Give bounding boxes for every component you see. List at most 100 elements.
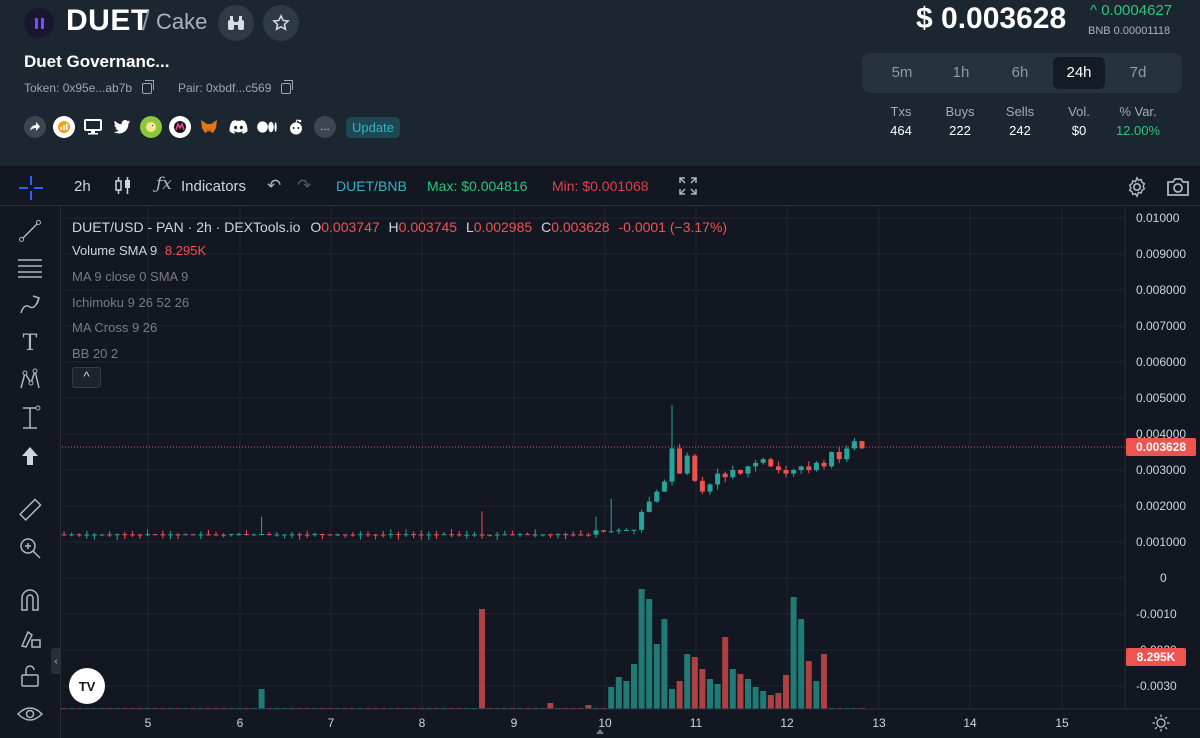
price-tick-label: 0.001000: [1136, 535, 1186, 549]
settings-icon[interactable]: [1126, 176, 1148, 203]
candle-body: [494, 534, 500, 536]
quote-symbol: Cake: [156, 9, 208, 34]
candle-body: [525, 534, 531, 536]
coinmarketcap-icon[interactable]: [169, 116, 191, 138]
indicators-button[interactable]: Indicators: [181, 178, 247, 195]
chart-grid: [62, 207, 1125, 709]
price-tick-label: 0.005000: [1136, 391, 1186, 405]
time-tick-label: 13: [872, 716, 886, 730]
price-tick-label: 0.006000: [1136, 355, 1186, 369]
tradingview-logo[interactable]: TV: [69, 668, 105, 704]
candle-type-icon[interactable]: [114, 176, 132, 201]
eye-icon[interactable]: [16, 700, 44, 728]
website-icon[interactable]: [82, 116, 104, 138]
volume-bar: [638, 589, 645, 709]
medium-icon[interactable]: [256, 116, 278, 138]
pair-toggle[interactable]: DUET/BNB: [336, 178, 407, 194]
redo-icon[interactable]: ↷: [297, 176, 312, 195]
candle-body: [509, 534, 515, 536]
candle-body: [198, 534, 204, 536]
volume-bar: [707, 679, 713, 709]
lock-drawings-icon[interactable]: [16, 624, 44, 652]
interval-button[interactable]: 2h: [74, 178, 91, 195]
candle-body: [783, 470, 789, 474]
volume-bar: [615, 677, 622, 709]
candle-body: [722, 473, 728, 478]
study-bb[interactable]: BB 20 2: [72, 346, 119, 361]
volume-series: [61, 589, 865, 709]
timeframe-5m[interactable]: 5m: [891, 64, 913, 81]
volume-bar: [745, 679, 751, 709]
coingecko-icon[interactable]: [140, 116, 162, 138]
legend-collapse-button[interactable]: ^: [72, 367, 101, 388]
undo-icon[interactable]: ↶: [267, 176, 282, 195]
study-ma[interactable]: MA 9 close 0 SMA 9: [72, 269, 189, 284]
magnet-icon[interactable]: [16, 586, 44, 614]
reddit-icon[interactable]: [285, 116, 307, 138]
indicators-icon[interactable]: ƒx: [156, 174, 172, 194]
time-tick-label: 8: [419, 716, 426, 730]
more-links-button[interactable]: ...: [314, 116, 336, 138]
volume-tick-label: -0.0010: [1136, 607, 1177, 621]
study-ma-cross[interactable]: MA Cross 9 26: [72, 320, 158, 335]
volume-bar: [258, 689, 265, 709]
twitter-icon[interactable]: [111, 116, 133, 138]
crosshair-icon[interactable]: [18, 175, 44, 206]
price-tick-label: 0.01000: [1136, 211, 1180, 225]
camera-icon[interactable]: [1166, 176, 1190, 203]
volume-bar: [646, 599, 653, 709]
candle-body: [707, 484, 713, 492]
candle-body: [266, 534, 272, 536]
timeframe-6h[interactable]: 6h: [1011, 64, 1029, 81]
candle-body: [623, 530, 629, 532]
collapse-toolbar-button[interactable]: ‹: [51, 648, 61, 674]
copy-pair-icon[interactable]: [281, 79, 294, 94]
chart-icon[interactable]: [53, 116, 75, 138]
study-ichimoku[interactable]: Ichimoku 9 26 52 26: [72, 295, 190, 310]
pattern-icon[interactable]: [16, 366, 44, 394]
time-axis: 5 6 7 8 9 10 11 12 13 14 15: [0, 708, 1200, 738]
volume-bar: [669, 689, 675, 709]
candle-body: [578, 534, 584, 536]
discord-icon[interactable]: [227, 116, 249, 138]
fullscreen-icon[interactable]: [678, 176, 698, 201]
binoculars-icon: [228, 16, 244, 30]
timeframe-24h[interactable]: 24h: [1053, 57, 1105, 89]
binoculars-button[interactable]: [218, 5, 254, 41]
unlock-icon[interactable]: [16, 662, 44, 690]
volume-value: 8.295K: [164, 243, 207, 258]
measure-icon[interactable]: [16, 404, 44, 432]
share-icon[interactable]: [24, 116, 46, 138]
copy-token-icon[interactable]: [142, 79, 155, 94]
current-volume-tag: [1126, 648, 1186, 666]
zoom-in-icon[interactable]: [16, 534, 44, 562]
candle-body: [639, 511, 645, 530]
price-tick-label: 0.004000: [1136, 427, 1186, 441]
volume-bar: [790, 597, 797, 709]
candle-body: [631, 529, 637, 531]
timeframe-7d[interactable]: 7d: [1129, 64, 1147, 81]
metamask-icon[interactable]: [198, 116, 220, 138]
timeframe-1h[interactable]: 1h: [952, 64, 970, 81]
stat-buys: Buys 222: [945, 104, 975, 138]
candle-body: [547, 534, 553, 536]
candle-body: [715, 473, 721, 485]
price-tick-label: 0.008000: [1136, 283, 1186, 297]
fib-retracement-icon[interactable]: [16, 254, 44, 282]
volume-bar: [729, 669, 736, 709]
candle-body: [821, 462, 827, 467]
ruler-icon[interactable]: [16, 496, 44, 524]
axis-settings-icon-core: [1156, 718, 1166, 728]
logo-icon: [24, 8, 54, 38]
text-tool-icon[interactable]: T: [22, 330, 38, 356]
candle-body: [213, 534, 219, 536]
trend-line-icon[interactable]: [16, 217, 44, 245]
candle-body: [517, 534, 523, 536]
update-button[interactable]: Update: [346, 116, 400, 138]
brush-icon[interactable]: [16, 291, 44, 319]
candle-body: [69, 534, 75, 536]
candle-body: [411, 534, 417, 536]
arrow-up-icon[interactable]: [16, 442, 44, 470]
favorite-button[interactable]: [263, 5, 299, 41]
